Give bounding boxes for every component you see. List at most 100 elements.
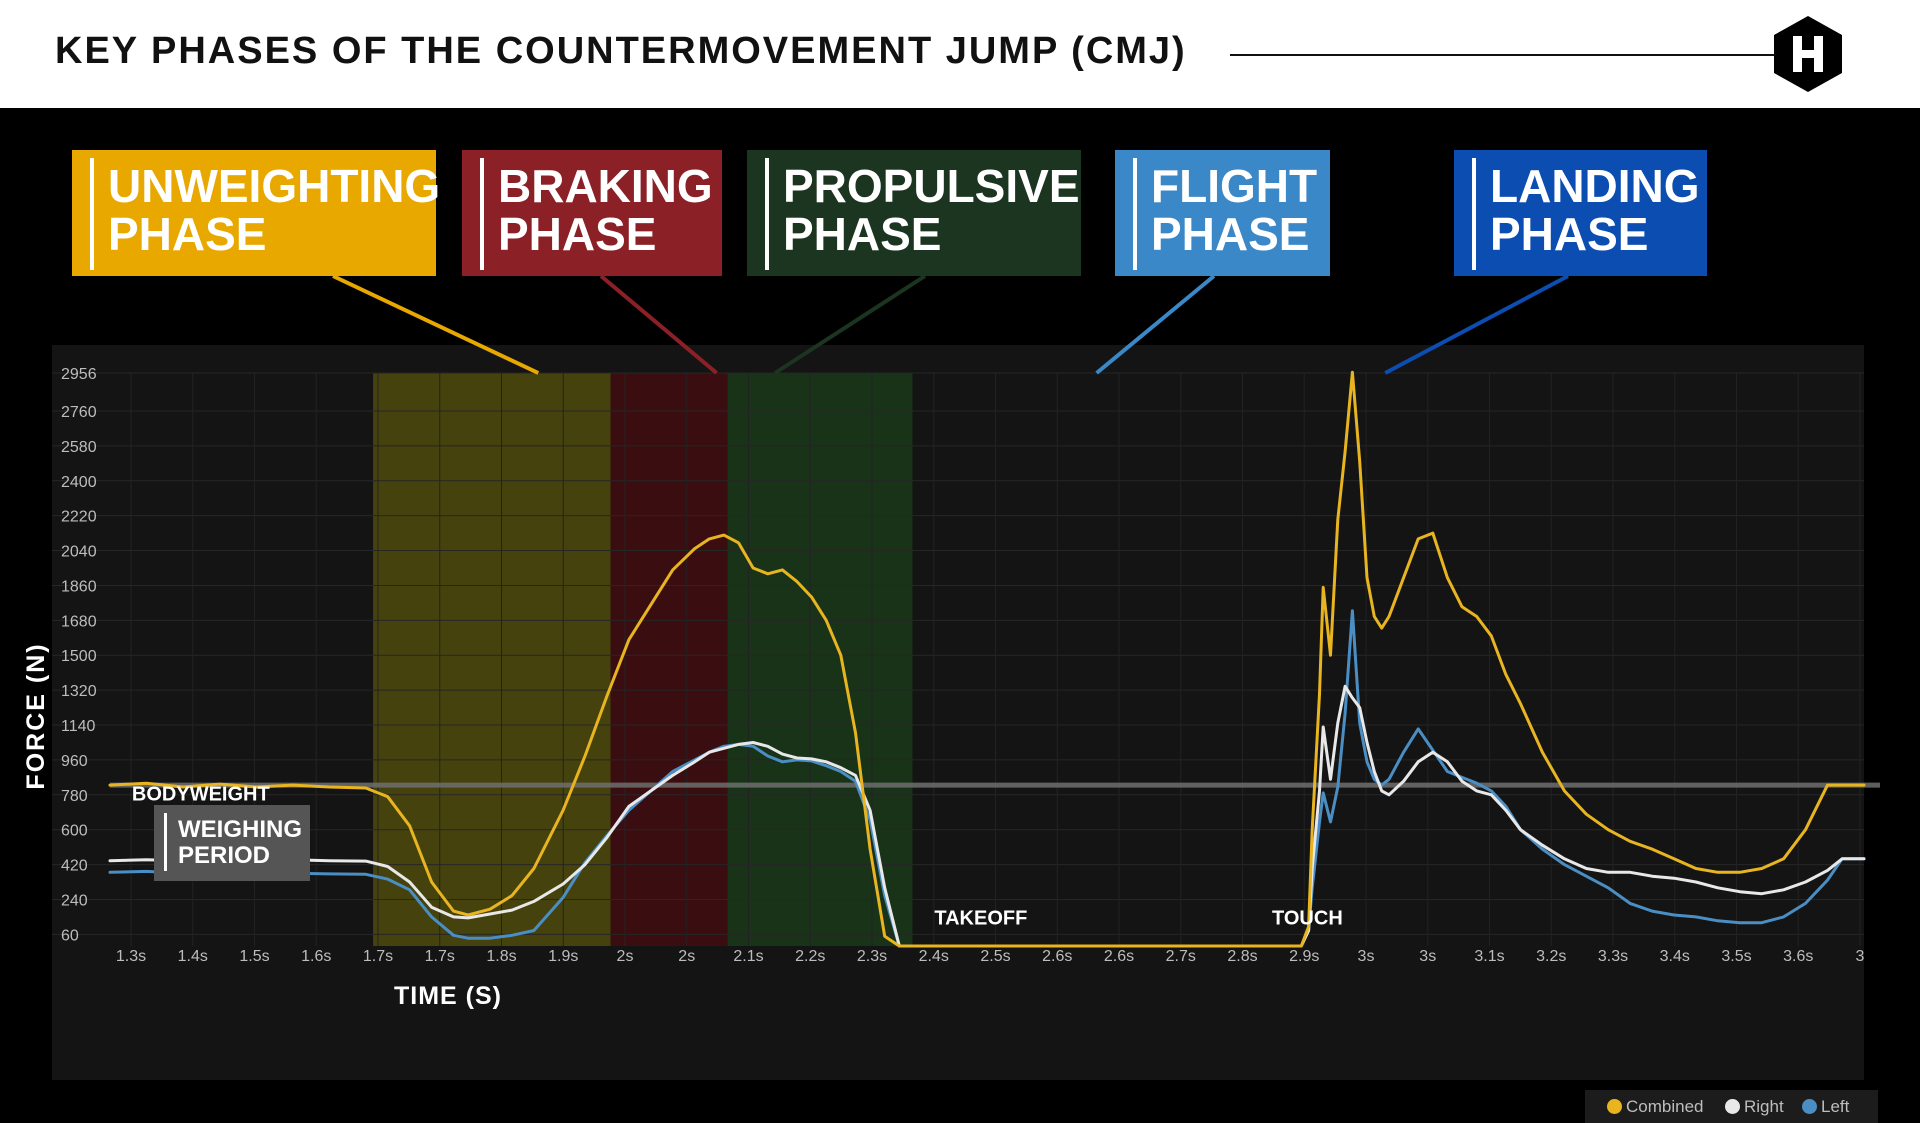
label-marker — [164, 813, 167, 871]
y-tick-label: 1500 — [61, 648, 97, 665]
y-tick-label: 1680 — [61, 613, 97, 630]
x-tick-label: 3.3s — [1598, 948, 1628, 965]
x-tick-label: 3.1s — [1474, 948, 1504, 965]
x-tick-label: 1.6s — [301, 948, 331, 965]
unweighting-pointer — [332, 274, 540, 375]
propulsive-pointer — [773, 274, 927, 375]
y-tick-label: 2040 — [61, 544, 97, 561]
y-tick-label: 1320 — [61, 683, 97, 700]
y-tick-label: 2400 — [61, 474, 97, 491]
legend-combined[interactable]: Combined — [1607, 1097, 1704, 1117]
label-marker — [1133, 158, 1137, 270]
x-tick-label: 2.2s — [795, 948, 825, 965]
x-tick-label: 1.7s — [425, 948, 455, 965]
phase-label-line1: FLIGHT — [1151, 160, 1318, 212]
x-tick-label: 2.8s — [1227, 948, 1257, 965]
x-tick-label: 1.5s — [239, 948, 269, 965]
x-tick-label: 3.2s — [1536, 948, 1566, 965]
x-tick-label: 2.7s — [1166, 948, 1196, 965]
landing-phase-label: LANDING PHASE — [1454, 150, 1707, 276]
x-tick-label: 1.4s — [178, 948, 208, 965]
label-marker — [765, 158, 769, 270]
label-marker — [1472, 158, 1476, 270]
x-tick-label: 1.8s — [486, 948, 516, 965]
left-dot-icon — [1802, 1099, 1817, 1114]
label-marker — [90, 158, 94, 270]
right-dot-icon — [1725, 1099, 1740, 1114]
title-divider — [1230, 54, 1785, 56]
x-tick-label: 2.6s — [1042, 948, 1072, 965]
y-tick-label: 1140 — [61, 718, 96, 735]
y-tick-label: 420 — [61, 858, 88, 875]
phase-label-line2: PHASE — [498, 208, 657, 260]
phase-label-line2: PHASE — [783, 208, 942, 260]
landing-pointer — [1384, 274, 1569, 375]
x-tick-label: 2.5s — [980, 948, 1010, 965]
flight-phase-label: FLIGHT PHASE — [1115, 150, 1330, 276]
x-tick-label: 3.5s — [1721, 948, 1751, 965]
phase-region-braking — [610, 373, 728, 946]
x-tick-label: 3 — [1856, 948, 1865, 965]
y-tick-label: 2580 — [61, 439, 97, 456]
y-axis-label: FORCE (N) — [22, 642, 50, 789]
braking-phase-label: BRAKING PHASE — [462, 150, 722, 276]
x-tick-label: 2.6s — [1104, 948, 1134, 965]
y-tick-label: 780 — [61, 788, 88, 805]
weighing-line2: PERIOD — [178, 842, 271, 869]
phase-label-line2: PHASE — [1490, 208, 1649, 260]
phase-label-line2: PHASE — [108, 208, 267, 260]
y-tick-label: 2956 — [61, 366, 97, 383]
series-line-combined — [108, 370, 1866, 948]
x-tick-label: 2.9s — [1289, 948, 1319, 965]
phase-label-line1: UNWEIGHTING — [108, 160, 441, 212]
unweighting-phase-label: UNWEIGHTING PHASE — [72, 150, 440, 276]
phase-label-line1: BRAKING — [498, 160, 713, 212]
x-tick-label: 2.4s — [919, 948, 949, 965]
x-tick-label: 1.7s — [363, 948, 393, 965]
page-title: KEY PHASES OF THE COUNTERMOVEMENT JUMP (… — [55, 30, 1187, 72]
x-tick-label: 2.1s — [733, 948, 763, 965]
x-tick-label: 3s — [1419, 948, 1436, 965]
chart-legend: Combined Right Left — [1585, 1090, 1878, 1123]
y-tick-label: 60 — [61, 927, 79, 944]
annotation-touch: TOUCH — [1272, 907, 1343, 929]
combined-dot-icon — [1607, 1099, 1622, 1114]
legend-left[interactable]: Left — [1802, 1097, 1849, 1117]
weighing-line1: WEIGHING — [178, 816, 302, 843]
x-tick-label: 3s — [1358, 948, 1375, 965]
phase-region-unweighting — [373, 373, 611, 946]
annotation-takeoff: TAKEOFF — [934, 907, 1027, 929]
x-tick-label: 1.3s — [116, 948, 146, 965]
braking-pointer — [599, 274, 718, 375]
legend-right-label: Right — [1744, 1097, 1784, 1116]
label-marker — [480, 158, 484, 270]
x-tick-label: 2.3s — [857, 948, 887, 965]
x-tick-label: 2s — [617, 948, 634, 965]
propulsive-phase-label: PROPULSIVE PHASE — [747, 150, 1081, 276]
annotation-bodyweight: BODYWEIGHT — [132, 783, 270, 805]
hexagon-h-logo-icon — [1774, 16, 1842, 92]
x-tick-label: 3.4s — [1660, 948, 1690, 965]
phase-region-propulsive — [727, 373, 913, 946]
legend-combined-label: Combined — [1626, 1097, 1704, 1116]
x-tick-label: 1.9s — [548, 948, 578, 965]
force-time-chart: 60 240 420 600 780 960 1140 1320 1500 1680 1860 204… — [22, 274, 1880, 1080]
y-tick-label: 600 — [61, 823, 88, 840]
phase-label-line2: PHASE — [1151, 208, 1310, 260]
legend-left-label: Left — [1821, 1097, 1850, 1116]
flight-pointer — [1095, 274, 1216, 375]
plot-area — [52, 345, 1864, 1080]
x-tick-label: 3.6s — [1783, 948, 1813, 965]
legend-right[interactable]: Right — [1725, 1097, 1784, 1117]
y-tick-label: 1860 — [61, 578, 97, 595]
y-tick-label: 2760 — [61, 404, 97, 421]
weighing-period-label: WEIGHING PERIOD — [154, 805, 310, 881]
y-tick-label: 2220 — [61, 509, 97, 526]
x-tick-label: 2s — [678, 948, 695, 965]
chart-stage: 60 240 420 600 780 960 1140 1320 1500 1680 1860 204… — [0, 108, 1920, 1123]
header-bar: KEY PHASES OF THE COUNTERMOVEMENT JUMP (… — [0, 0, 1920, 108]
x-axis-label: TIME (S) — [394, 982, 502, 1010]
y-tick-label: 960 — [61, 753, 88, 770]
phase-label-line1: LANDING — [1490, 160, 1700, 212]
phase-label-line1: PROPULSIVE — [783, 160, 1080, 212]
